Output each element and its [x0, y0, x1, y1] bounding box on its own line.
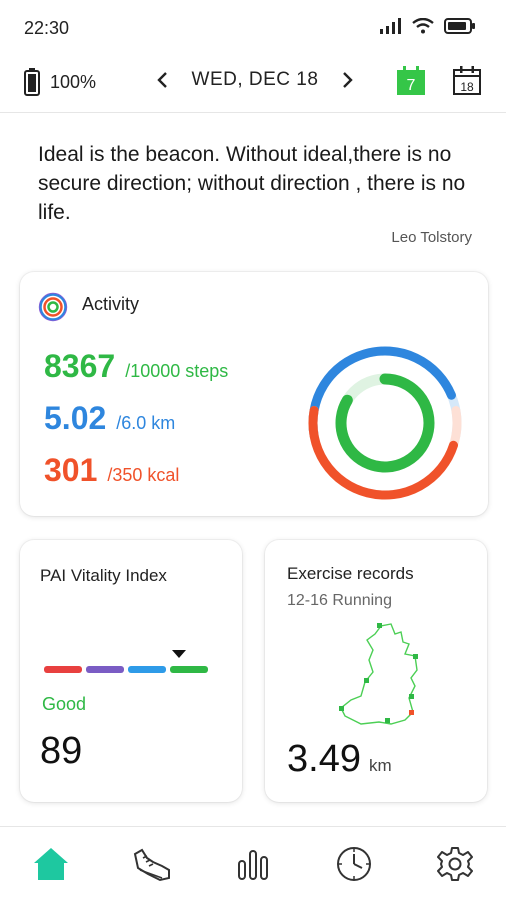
status-time: 22:30	[24, 18, 70, 38]
exercise-subtitle: 12-16 Running	[287, 592, 392, 609]
calories-arc	[308, 406, 458, 500]
route-map-icon	[339, 623, 418, 725]
chevron-left-icon	[157, 72, 167, 88]
distance-arc-track	[308, 346, 462, 440]
chart-icon	[237, 850, 268, 880]
signal-icon	[380, 18, 401, 34]
status-bar: 22:30	[0, 0, 506, 56]
calendar-day: 18	[460, 80, 474, 94]
activity-card[interactable]: Activity 8367 /10000 steps 5.02 /6.0 km …	[20, 272, 488, 516]
calendar-green-icon: 7	[397, 66, 425, 95]
exercise-distance: 3.49 km	[287, 738, 392, 781]
shoe-icon	[133, 848, 170, 882]
previous-day-button[interactable]	[150, 68, 174, 92]
exercise-distance-unit: km	[368, 756, 392, 775]
activity-rings-icon	[38, 292, 68, 322]
week-calendar-button[interactable]: 7	[396, 66, 426, 96]
next-day-button[interactable]	[336, 68, 360, 92]
device-battery: 100%	[24, 68, 96, 96]
activity-progress-rings	[308, 346, 462, 500]
steps-metric: 8367 /10000 steps	[44, 348, 228, 385]
phone-battery-icon	[444, 18, 475, 34]
wifi-icon	[412, 18, 434, 34]
settings-icon	[437, 847, 474, 881]
device-battery-text: 100%	[50, 71, 97, 92]
pai-status: Good	[42, 694, 87, 714]
top-bar: 100% WED, DEC 18 7 18	[0, 56, 506, 112]
pai-marker-icon	[172, 650, 186, 658]
exercise-distance-value: 3.49	[287, 738, 361, 780]
calories-value: 301	[44, 452, 98, 488]
pai-card[interactable]: PAI Vitality Index Good 89	[20, 540, 242, 802]
exercise-title: Exercise records	[287, 564, 414, 583]
nav-statistics[interactable]	[231, 842, 275, 886]
nav-workout[interactable]	[130, 842, 174, 886]
pai-value: 89	[40, 730, 83, 772]
steps-value: 8367	[44, 348, 116, 384]
pai-scale	[44, 666, 208, 673]
date-navigator: WED, DEC 18	[150, 68, 360, 92]
status-icons	[380, 18, 476, 34]
nav-home[interactable]	[29, 842, 73, 886]
pai-bar-4	[170, 666, 208, 673]
month-calendar-button[interactable]: 18	[452, 66, 482, 96]
distance-value: 5.02	[44, 400, 107, 436]
pai-bar-2	[86, 666, 124, 673]
clock-icon	[337, 847, 372, 881]
distance-goal: /6.0 km	[116, 413, 176, 433]
pai-title: PAI Vitality Index	[40, 566, 167, 585]
calories-goal: /350 kcal	[107, 465, 180, 485]
quote-text: Ideal is the beacon. Without ideal,there…	[38, 143, 466, 224]
pai-bar-1	[44, 666, 82, 673]
calories-metric: 301 /350 kcal	[44, 452, 179, 489]
activity-title: Activity	[82, 294, 140, 314]
bottom-nav	[0, 836, 506, 892]
distance-metric: 5.02 /6.0 km	[44, 400, 175, 437]
device-battery-icon	[24, 68, 40, 96]
calendar-green-day: 7	[407, 77, 416, 94]
pai-bar-3	[128, 666, 166, 673]
steps-goal: /10000 steps	[125, 361, 229, 381]
exercise-card[interactable]: Exercise records 12-16 Running 3.49 km	[265, 540, 487, 802]
nav-divider	[0, 826, 506, 827]
distance-arc	[308, 346, 456, 440]
calories-arc-track	[308, 406, 462, 500]
home-icon	[33, 848, 68, 880]
current-date[interactable]: WED, DEC 18	[191, 69, 319, 90]
quote-author: Leo Tolstory	[391, 229, 472, 246]
nav-settings[interactable]	[433, 842, 477, 886]
header-divider	[0, 112, 506, 113]
calendar-icon: 18	[453, 66, 481, 95]
steps-ring	[335, 373, 435, 473]
chevron-right-icon	[343, 72, 353, 88]
nav-history[interactable]	[332, 842, 376, 886]
